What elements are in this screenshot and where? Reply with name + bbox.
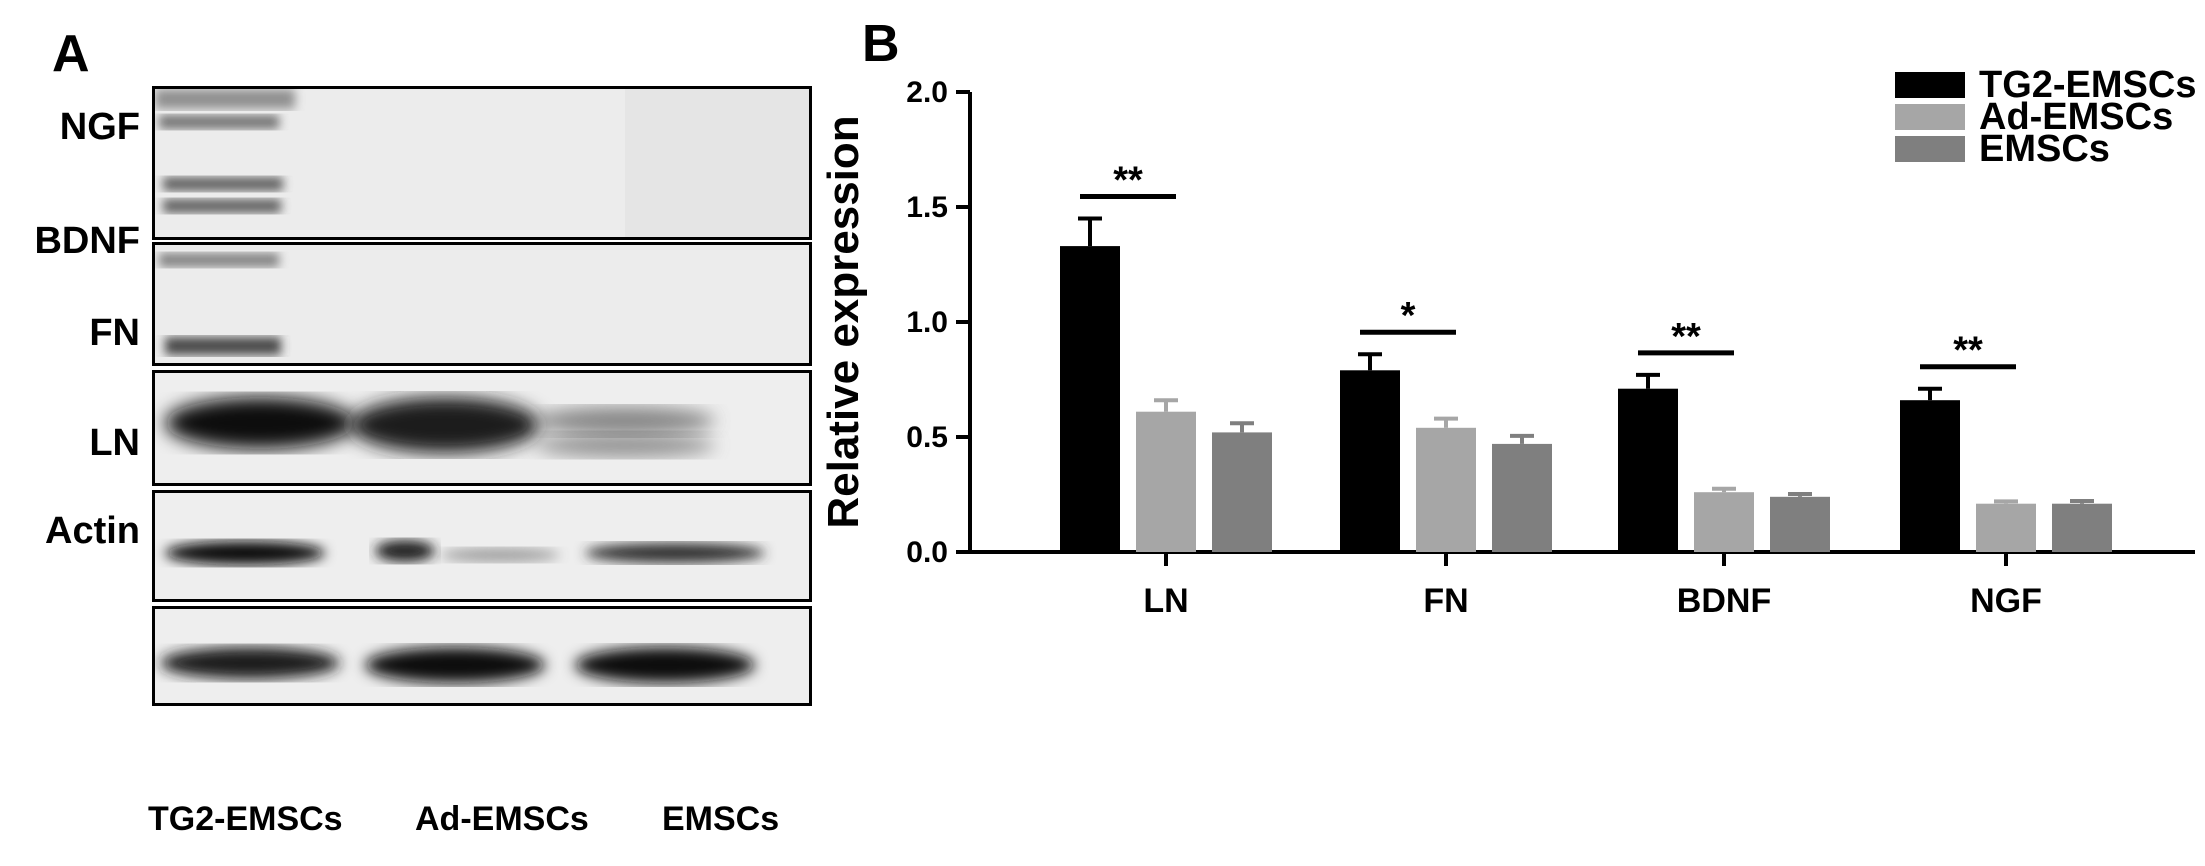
y-axis-label: Relative expression xyxy=(820,115,868,528)
blot-label-bdnf: BDNF xyxy=(34,220,140,262)
category-label: BDNF xyxy=(1677,582,1771,620)
blot-bands-ngf xyxy=(155,89,809,237)
blot-strip-fn xyxy=(152,370,812,486)
legend-label: Ad-EMSCs xyxy=(1979,96,2173,138)
blot-label-ln: LN xyxy=(89,422,140,464)
blot-label-actin: Actin xyxy=(45,510,140,552)
y-tick-label: 1.5 xyxy=(906,191,948,224)
blot-bands-actin xyxy=(155,609,809,703)
legend-label: EMSCs xyxy=(1979,128,2110,170)
lane-label-emscs: EMSCs xyxy=(662,800,780,838)
significance-label: ** xyxy=(1113,160,1143,202)
y-tick-label: 2.0 xyxy=(906,76,948,109)
category-label: LN xyxy=(1143,582,1188,620)
bar xyxy=(1340,370,1400,552)
blot-strip-ln xyxy=(152,490,812,602)
panel-a-letter: A xyxy=(52,25,90,83)
bar xyxy=(1900,400,1960,552)
bar xyxy=(1976,503,2036,552)
bar xyxy=(1416,427,1476,552)
y-tick-label: 0.5 xyxy=(906,421,948,454)
bar xyxy=(1770,496,1830,552)
significance-label: ** xyxy=(1953,330,1983,372)
blot-label-fn: FN xyxy=(89,312,140,354)
bar xyxy=(1212,432,1272,552)
bar-chart: 0.0 0.5 1.0 1.5 2.0 Relative expression LN ** FN… xyxy=(820,64,2196,620)
bar xyxy=(1060,246,1120,552)
blot-bands-fn xyxy=(155,373,809,483)
legend-swatch xyxy=(1895,104,1965,130)
bar xyxy=(1694,492,1754,552)
bar xyxy=(2052,503,2112,552)
y-tick-label: 0.0 xyxy=(906,536,948,569)
category-label: NGF xyxy=(1970,582,2042,620)
bar xyxy=(1136,411,1196,552)
lane-label-ad-emscs: Ad-EMSCs xyxy=(415,800,589,838)
bar xyxy=(1492,443,1552,552)
y-tick-label: 1.0 xyxy=(906,306,948,339)
lane-label-tg2-emscs: TG2-EMSCs xyxy=(148,800,343,838)
blot-label-ngf: NGF xyxy=(59,106,140,148)
legend-label: TG2-EMSCs xyxy=(1979,64,2196,106)
category-label: FN xyxy=(1423,582,1468,620)
blot-strip-actin xyxy=(152,606,812,706)
blot-strip-ngf xyxy=(152,86,812,240)
bar xyxy=(1618,388,1678,552)
blot-bands-ln xyxy=(155,493,809,599)
significance-label: ** xyxy=(1671,316,1701,358)
blot-bands-bdnf xyxy=(155,245,809,363)
legend-swatch xyxy=(1895,72,1965,98)
legend-swatch xyxy=(1895,136,1965,162)
panel-b-letter: B xyxy=(862,15,900,73)
blot-strip-bdnf xyxy=(152,242,812,366)
significance-label: * xyxy=(1401,295,1416,337)
